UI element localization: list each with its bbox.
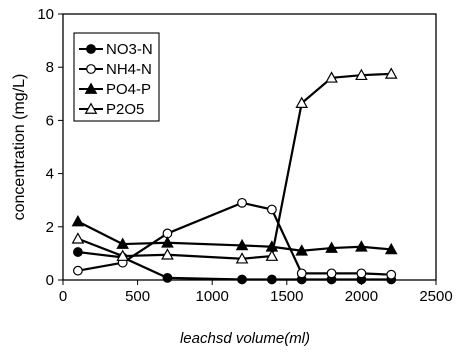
legend-label: NO3-N [106, 41, 153, 58]
y-tick-label: 4 [46, 166, 54, 183]
legend-entry: PO4-P [79, 81, 151, 98]
x-axis-title: leachsd volume(ml) [180, 330, 310, 347]
y-tick-label: 8 [46, 59, 54, 76]
data-point [384, 67, 398, 79]
x-tick-label: 2000 [345, 288, 378, 305]
y-axis-title: concentration (mg/L) [11, 74, 28, 221]
data-point [386, 269, 397, 280]
data-point [296, 268, 307, 279]
legend-entry: NH4-N [79, 61, 152, 78]
data-point [295, 244, 309, 256]
data-point [235, 252, 249, 264]
y-tick-label: 0 [46, 272, 54, 289]
x-tick-label: 500 [125, 288, 150, 305]
data-point [73, 247, 83, 257]
legend-marker [86, 64, 96, 74]
series-layer [71, 67, 398, 285]
legend-entry: NO3-N [79, 41, 153, 58]
x-tick-label: 1500 [270, 288, 303, 305]
legend-label: PO4-P [106, 81, 151, 98]
legend-marker [86, 44, 96, 54]
data-point [237, 274, 247, 285]
y-tick-label: 10 [37, 6, 54, 23]
x-tick-label: 0 [59, 288, 67, 305]
data-point [71, 232, 85, 244]
data-point [326, 268, 337, 279]
legend-marker [84, 82, 98, 94]
series-4 [71, 67, 398, 264]
data-point [325, 241, 338, 253]
data-point [161, 248, 174, 260]
x-tick-label: 1000 [196, 288, 229, 305]
data-point [116, 249, 129, 261]
data-point [384, 242, 398, 255]
data-point [73, 265, 83, 276]
y-tick-label: 2 [46, 219, 54, 236]
data-point [237, 197, 247, 208]
data-point [116, 237, 129, 249]
data-point [266, 204, 277, 215]
data-point [295, 96, 309, 108]
data-point [356, 268, 367, 279]
data-point [161, 236, 174, 248]
data-point [355, 68, 368, 81]
data-point [266, 274, 277, 285]
data-point [235, 238, 249, 251]
data-point [71, 214, 85, 227]
x-tick-label: 2500 [419, 288, 452, 305]
data-point [265, 249, 279, 261]
series-3 [71, 214, 398, 256]
data-point [325, 71, 338, 83]
series-2 [73, 197, 397, 280]
legend: NO3-N NH4-N PO4-P P2O5 [73, 32, 160, 122]
legend-marker [84, 102, 98, 114]
legend-label: P2O5 [106, 101, 144, 118]
legend-entry: P2O5 [79, 101, 144, 118]
legend-label: NH4-N [106, 61, 152, 78]
data-point [355, 240, 368, 252]
data-point [162, 272, 173, 283]
y-tick-label: 6 [46, 112, 54, 129]
